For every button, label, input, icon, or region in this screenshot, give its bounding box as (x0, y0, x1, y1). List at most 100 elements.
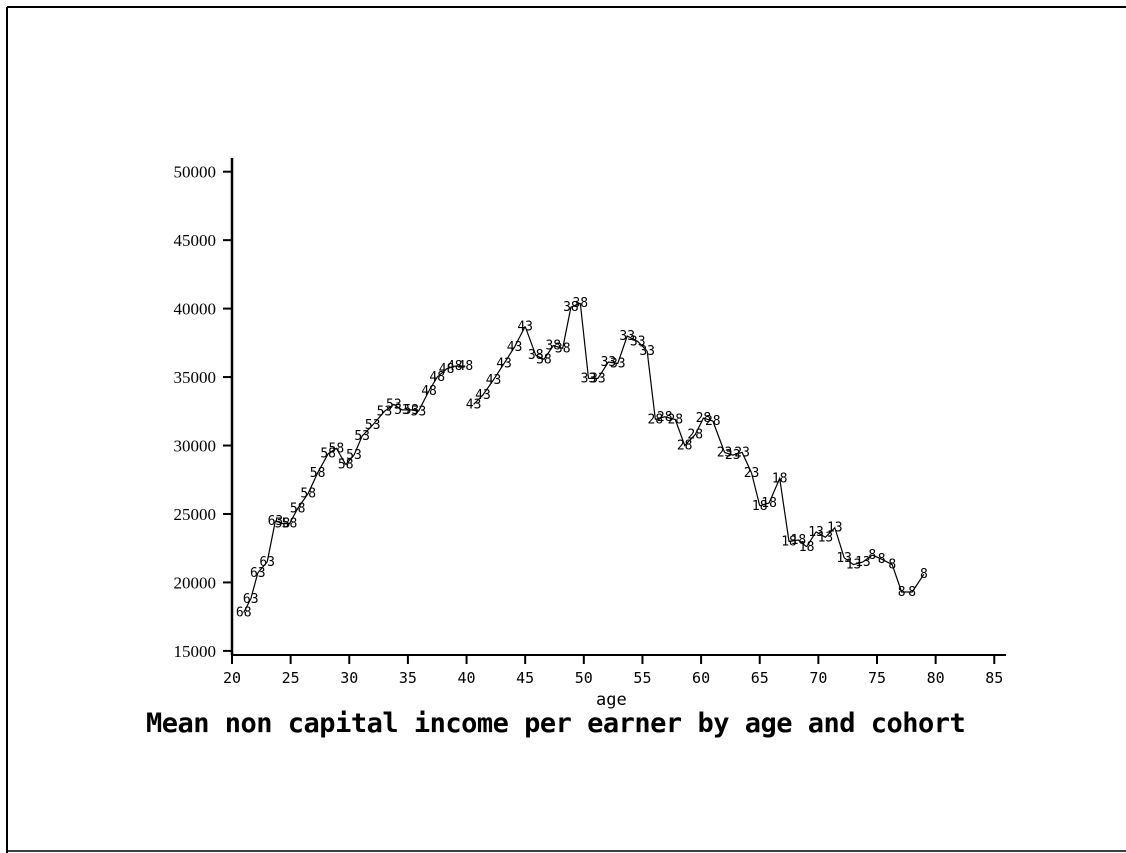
chart-title: Mean non capital income per earner by ag… (146, 708, 966, 739)
page-border (6, 6, 1126, 853)
x-tick-label: 55 (633, 669, 651, 687)
data-point-label: 53 (411, 404, 427, 419)
series-line-63 (250, 572, 259, 600)
x-tick-label: 20 (223, 669, 241, 687)
data-point-label: 28 (657, 410, 673, 425)
series-connector (524, 326, 537, 356)
data-point-label: 23 (717, 445, 733, 460)
data-point-label: 33 (619, 329, 635, 344)
x-tick-label: 50 (575, 669, 593, 687)
x-tick-label: 65 (751, 669, 769, 687)
data-point-label: 18 (761, 496, 777, 511)
series-lines (243, 302, 925, 613)
x-tick-label: 85 (985, 669, 1003, 687)
data-point-label: 23 (725, 448, 741, 463)
x-tick-label: 75 (868, 669, 886, 687)
data-point-label: 38 (572, 296, 588, 311)
data-point-label: 13 (808, 525, 824, 540)
data-point-label: 53 (386, 397, 402, 412)
data-point-label: 58 (290, 502, 306, 517)
y-tick-label: 35000 (174, 368, 217, 387)
ticks: 15000 20000 25000 30000 35000 40000 45000 50000… (174, 163, 1004, 687)
series-line-43 (473, 326, 526, 405)
data-point-label: 63 (250, 566, 266, 581)
data-point-label: 28 (705, 414, 721, 429)
data-point-label: 33 (601, 355, 617, 370)
data-point-label: 53 (394, 403, 410, 418)
data-point-label: 13 (818, 530, 834, 545)
y-tick-label: 40000 (174, 300, 217, 319)
x-tick-label: 80 (927, 669, 945, 687)
data-point-label: 58 (320, 447, 336, 462)
data-point-label: 33 (581, 371, 597, 386)
data-point-label: 48 (458, 359, 474, 374)
data-point-label: 58 (338, 458, 354, 473)
data-point-label: 58 (329, 441, 345, 456)
y-tick-label: 50000 (174, 163, 217, 182)
cohort-labels: 6863636363585858585858585853535353535353… (236, 296, 928, 620)
series-connector (806, 531, 817, 548)
y-tick-label: 45000 (174, 231, 217, 250)
series-connector (646, 350, 656, 420)
data-point-label: 48 (447, 359, 463, 374)
data-point-label: 58 (282, 517, 298, 532)
data-point-label: 13 (846, 558, 862, 573)
series-line-28 (655, 416, 713, 447)
data-point-label: 38 (536, 352, 552, 367)
series-line-13 (815, 526, 864, 566)
data-point-label: 18 (781, 534, 797, 549)
series-connector (345, 454, 355, 466)
x-axis-label: age (596, 690, 627, 710)
data-point-label: 18 (772, 471, 788, 486)
data-point-label: 43 (475, 388, 491, 403)
x-tick-label: 70 (809, 669, 827, 687)
x-tick-label: 30 (340, 669, 358, 687)
data-point-label: 8 (878, 552, 886, 567)
y-tick-label: 25000 (174, 505, 217, 524)
series-line-33 (588, 335, 648, 379)
data-point-label: 43 (466, 397, 482, 412)
x-tick-label: 45 (516, 669, 534, 687)
data-point-label: 13 (836, 551, 852, 566)
series-line-63b (266, 520, 276, 563)
data-point-label: 8 (868, 548, 876, 563)
data-point-label: 53 (346, 448, 362, 463)
data-point-label: 23 (744, 466, 760, 481)
data-point-label: 43 (486, 373, 502, 388)
series-connector (750, 472, 761, 506)
series-connector (275, 520, 283, 525)
data-point-label: 53 (365, 418, 381, 433)
data-point-label: 63 (243, 592, 259, 607)
data-point-label: 53 (377, 404, 393, 419)
data-point-label: 43 (496, 356, 512, 371)
data-point-label: 33 (630, 334, 646, 349)
data-point-label: 38 (545, 339, 561, 354)
series-line-8 (872, 554, 925, 593)
data-point-label: 38 (555, 341, 571, 356)
data-point-label: 58 (275, 517, 291, 532)
data-point-label: 38 (563, 300, 579, 315)
data-point-label: 13 (827, 521, 843, 536)
data-point-label: 43 (507, 340, 523, 355)
data-point-label: 53 (354, 429, 370, 444)
x-tick-label: 40 (458, 669, 476, 687)
data-point-label: 28 (687, 428, 703, 443)
data-point-label: 68 (236, 606, 252, 621)
data-point-label: 33 (610, 356, 626, 371)
data-point-label: 8 (908, 585, 916, 600)
series-connector (257, 561, 268, 574)
data-point-label: 63 (259, 555, 275, 570)
data-point-label: 63 (268, 514, 284, 529)
x-tick-label: 35 (399, 669, 417, 687)
data-point-label: 48 (429, 370, 445, 385)
data-point-label: 48 (421, 384, 437, 399)
data-point-label: 53 (404, 403, 420, 418)
x-tick-label: 25 (282, 669, 300, 687)
series-line-38 (535, 302, 581, 361)
series-line-23 (724, 451, 753, 474)
data-point-label: 8 (920, 567, 928, 582)
data-point-label: 58 (310, 466, 326, 481)
series-line-18 (759, 476, 807, 548)
data-point-label: 33 (590, 371, 606, 386)
